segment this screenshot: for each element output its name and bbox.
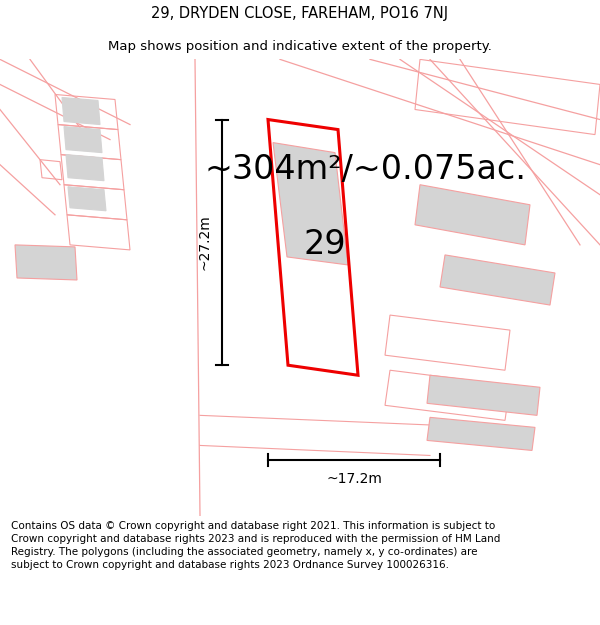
Polygon shape <box>273 142 348 265</box>
Text: ~304m²/~0.075ac.: ~304m²/~0.075ac. <box>204 153 526 186</box>
Polygon shape <box>415 185 530 245</box>
Text: Map shows position and indicative extent of the property.: Map shows position and indicative extent… <box>108 40 492 52</box>
Text: ~17.2m: ~17.2m <box>326 471 382 486</box>
Polygon shape <box>427 418 535 451</box>
Polygon shape <box>68 187 106 211</box>
Text: Contains OS data © Crown copyright and database right 2021. This information is : Contains OS data © Crown copyright and d… <box>11 521 500 571</box>
Polygon shape <box>64 126 102 152</box>
Text: 29, DRYDEN CLOSE, FAREHAM, PO16 7NJ: 29, DRYDEN CLOSE, FAREHAM, PO16 7NJ <box>151 6 449 21</box>
Polygon shape <box>440 255 555 305</box>
Text: 29: 29 <box>304 228 346 261</box>
Text: ~27.2m: ~27.2m <box>197 214 211 270</box>
Polygon shape <box>66 154 104 181</box>
Polygon shape <box>427 375 540 416</box>
Polygon shape <box>15 245 77 280</box>
Polygon shape <box>62 98 100 124</box>
